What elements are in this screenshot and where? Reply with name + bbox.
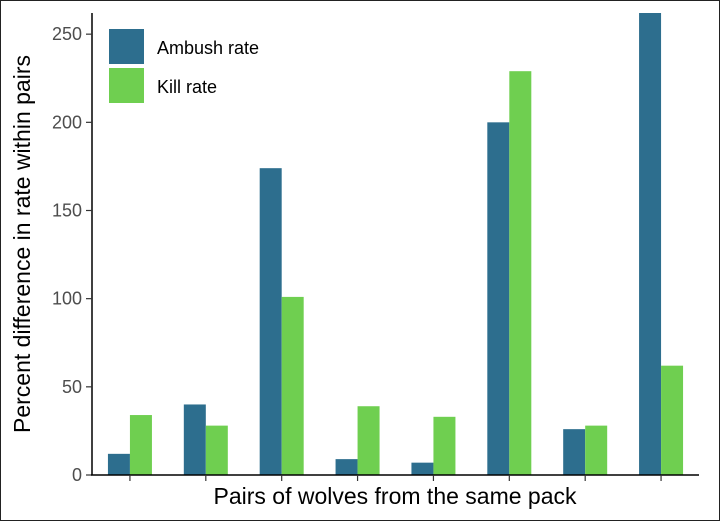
kill-bar-2: [205, 425, 228, 475]
ambush-bar-4: [335, 459, 358, 475]
y-tick-label-150: 150: [52, 200, 82, 220]
bars-group: [107, 13, 684, 475]
y-tick-label-0: 0: [72, 465, 82, 485]
y-axis: 0 50 100 150 200 250: [52, 13, 93, 485]
legend-label-kill: Kill rate: [157, 77, 217, 97]
y-tick-label-50: 50: [62, 377, 82, 397]
ambush-bar-8: [639, 13, 662, 475]
kill-bar-5: [433, 416, 456, 475]
kill-bar-4: [357, 406, 380, 475]
x-axis: [91, 474, 699, 481]
ambush-bar-1: [107, 453, 130, 475]
y-tick-label-100: 100: [52, 289, 82, 309]
kill-bar-8: [661, 365, 684, 475]
legend: Ambush rate Kill rate: [109, 29, 259, 103]
legend-swatch-kill: [109, 68, 144, 103]
ambush-bar-7: [563, 429, 586, 475]
y-axis-title: Percent difference in rate within pairs: [9, 55, 35, 433]
legend-swatch-ambush: [109, 29, 144, 64]
y-tick-label-200: 200: [52, 112, 82, 132]
kill-bar-3: [281, 296, 304, 475]
kill-bar-1: [129, 415, 152, 475]
y-tick-label-250: 250: [52, 24, 82, 44]
ambush-bar-5: [411, 462, 434, 475]
kill-bar-7: [585, 425, 608, 475]
legend-label-ambush: Ambush rate: [157, 38, 259, 58]
ambush-bar-3: [259, 168, 282, 475]
kill-bar-6: [509, 71, 532, 475]
ambush-bar-6: [487, 122, 510, 475]
x-axis-title: Pairs of wolves from the same pack: [213, 483, 577, 509]
ambush-bar-2: [183, 404, 206, 475]
